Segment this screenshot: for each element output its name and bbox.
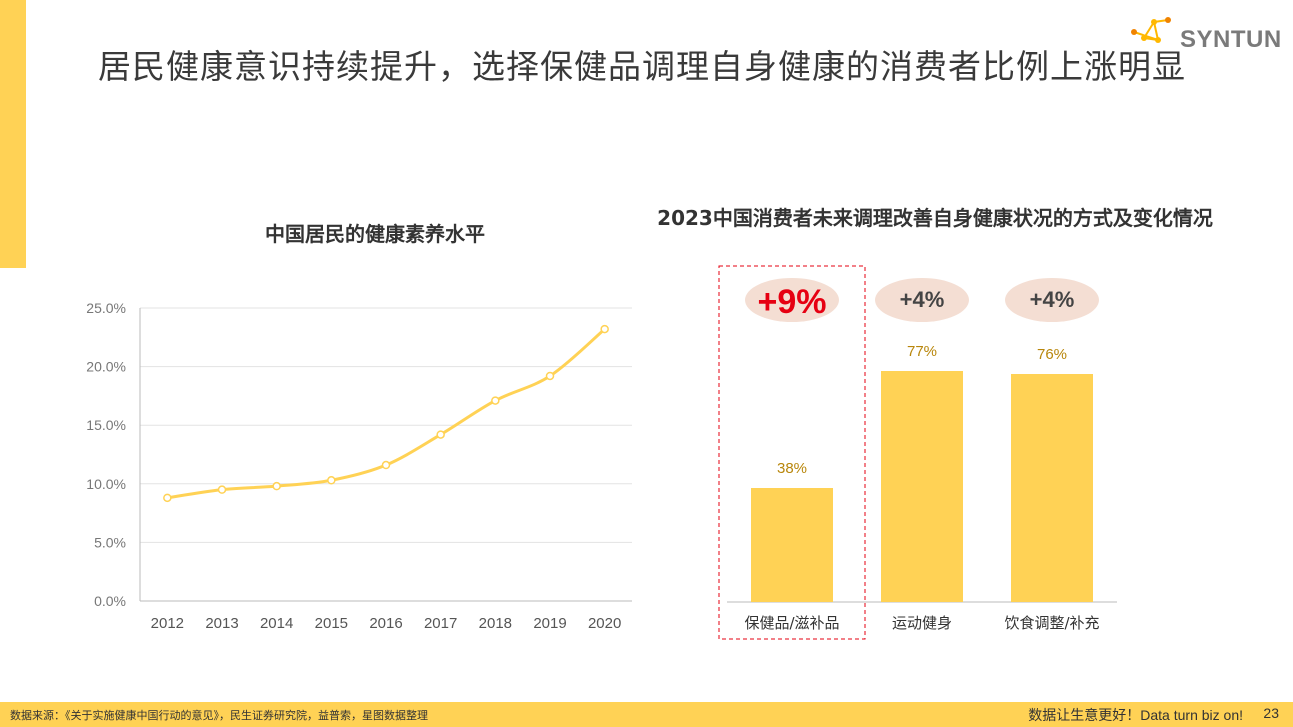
data-point [381, 460, 391, 470]
footer-slogan: 数据让生意更好！Data turn biz on! [1028, 707, 1243, 723]
line-chart-title: 中国居民的健康素养水平 [265, 222, 485, 246]
logo-text: SYNTUN [1180, 26, 1282, 53]
x-tick-label: 2016 [369, 615, 402, 632]
change-label: +9% [758, 283, 827, 321]
change-badge [745, 278, 839, 322]
bar-chart-title: 2023中国消费者未来调理改善自身健康状况的方式及变化情况 [657, 206, 1213, 230]
data-point [600, 324, 609, 334]
x-tick-label: 2020 [588, 615, 621, 632]
highlight-box [718, 265, 866, 640]
page-title: 居民健康意识持续提升，选择保健品调理自身健康的消费者比例上涨明显 [98, 47, 1186, 86]
footer-source: 数据来源：《关于实施健康中国行动的意见》，民生证券研究院，益普索，星图数据整理 [10, 709, 428, 722]
change-badge [1005, 278, 1099, 322]
y-tick-label: 10.0% [86, 476, 126, 492]
charts-canvas: 0.0% 5.0% 10.0% 15.0% 20.0% 25.0% 2012 2013 2014… [86, 265, 1117, 640]
page-number: 23 [1263, 705, 1279, 721]
y-tick-label: 15.0% [86, 417, 126, 433]
data-point [272, 481, 281, 491]
x-tick-label: 2012 [151, 615, 184, 632]
bar-category-label: 保健品/滋补品 [744, 614, 839, 632]
accent-bar [0, 0, 26, 268]
bar-category-label: 饮食调整/补充 [1004, 614, 1099, 632]
bar-value-label: 38% [777, 460, 807, 477]
series-line [167, 327, 606, 500]
bar-category-label: 运动健身 [892, 614, 952, 632]
syntun-logo-icon [1131, 17, 1171, 43]
bar-value-label: 77% [907, 343, 937, 360]
x-tick-label: 2019 [533, 615, 566, 632]
bar [751, 488, 833, 602]
x-tick-label: 2017 [424, 615, 457, 632]
x-tick-label: 2013 [205, 615, 238, 632]
bar-value-label: 76% [1037, 346, 1067, 363]
data-point [491, 396, 500, 405]
x-tick-label: 2014 [260, 615, 293, 632]
change-label: +4% [900, 287, 945, 312]
y-tick-label: 5.0% [94, 534, 126, 550]
x-tick-label: 2018 [479, 615, 512, 632]
y-tick-label: 20.0% [86, 359, 126, 375]
y-tick-label: 25.0% [86, 300, 126, 316]
change-label: +4% [1030, 287, 1075, 312]
bar [881, 371, 963, 602]
bar [1011, 374, 1093, 602]
data-point [217, 485, 227, 494]
y-tick-label: 0.0% [94, 593, 126, 609]
x-tick-label: 2015 [315, 615, 348, 632]
data-point [545, 371, 555, 381]
change-badge [875, 278, 969, 322]
data-point [163, 493, 172, 503]
data-point [327, 476, 336, 485]
footer-bar: 数据来源：《关于实施健康中国行动的意见》，民生证券研究院，益普索，星图数据整理 … [0, 702, 1293, 727]
data-point [436, 430, 445, 439]
